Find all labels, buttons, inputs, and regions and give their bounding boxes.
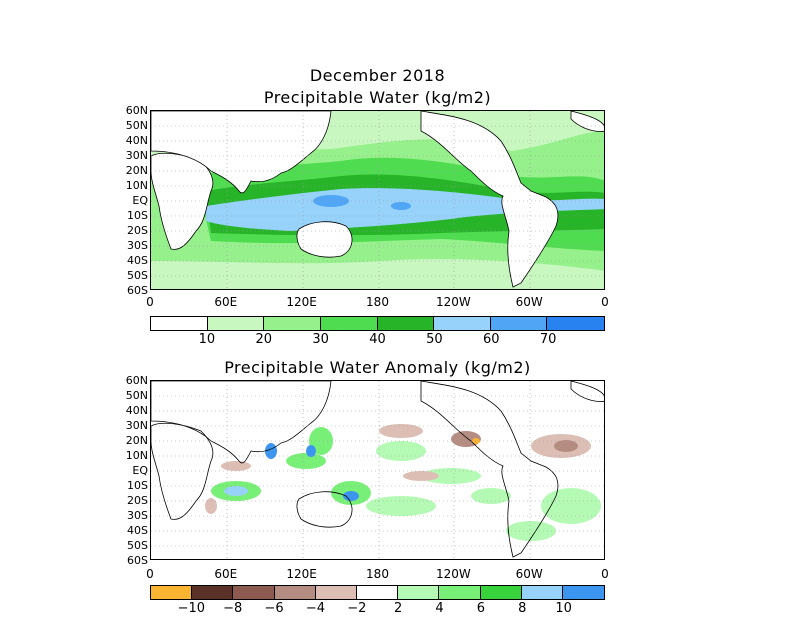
greenland-outline [570, 381, 604, 402]
colorbar-tick-label: 50 [426, 332, 443, 347]
colorbar-swatch [398, 586, 440, 599]
pw-60-70-spot [391, 202, 411, 210]
lat-tick-label: 40S [127, 524, 148, 537]
lat-tick-label: 20S [127, 494, 148, 507]
top-colorbar [150, 316, 605, 331]
lon-tick-label: 180 [366, 295, 389, 309]
top-title-line2: Precipitable Water (kg/m2) [263, 88, 492, 107]
colorbar-tick-label: −4 [305, 601, 326, 616]
lon-tick-label: 60E [214, 295, 238, 309]
africa-outline [151, 422, 214, 520]
colorbar-tick-label: 70 [539, 332, 557, 347]
lat-tick-label: 60S [127, 554, 148, 567]
lat-tick-label: 20N [125, 434, 148, 447]
colorbar-tick-label: 6 [476, 601, 486, 616]
colorbar-swatch [490, 317, 548, 330]
bottom-map-svg [151, 381, 604, 559]
lat-tick-label: 50N [125, 119, 148, 132]
lat-tick-label: 40S [127, 254, 148, 267]
lat-tick-label: 60S [127, 284, 148, 297]
lat-tick-label: 40N [125, 404, 148, 417]
lon-tick-label: 0 [146, 567, 154, 581]
colorbar-tick-label: 10 [198, 332, 216, 347]
top-precipitable-water-map [150, 110, 605, 290]
lat-tick-label: 30N [125, 149, 148, 162]
colorbar-swatch [434, 317, 491, 330]
greenland-land [570, 111, 604, 132]
colorbar-tick-label: 40 [369, 332, 386, 347]
lat-tick-label: 20S [127, 224, 148, 237]
colorbar-swatch [274, 586, 316, 599]
colorbar-swatch [521, 586, 563, 599]
colorbar-swatch [151, 317, 208, 330]
colorbar-swatch [547, 317, 604, 330]
lat-tick-label: 50S [127, 269, 148, 282]
colorbar-swatch [377, 317, 435, 330]
bottom-anomaly-map [150, 380, 605, 560]
colorbar-swatch [264, 317, 321, 330]
lon-tick-label: 0 [601, 295, 609, 309]
lat-tick-label: 60N [125, 104, 148, 117]
colorbar-tick-label: 2 [394, 601, 403, 616]
colorbar-swatch [320, 317, 378, 330]
lon-tick-label: 120W [435, 295, 471, 309]
lat-tick-label: EQ [132, 464, 148, 477]
lon-tick-label: 60W [515, 567, 543, 581]
lat-tick-label: 40N [125, 134, 148, 147]
colorbar-swatch [480, 586, 522, 599]
lat-tick-label: 50S [127, 539, 148, 552]
colorbar-tick-label: 20 [255, 332, 273, 347]
lat-tick-label: 10N [125, 179, 148, 192]
colorbar-tick-label: 60 [482, 332, 500, 347]
lat-tick-label: 10N [125, 449, 148, 462]
lat-tick-label: EQ [132, 194, 148, 207]
colorbar-tick-label: 4 [435, 601, 444, 616]
colorbar-swatch [192, 586, 234, 599]
top-map-svg [151, 111, 604, 289]
colorbar-swatch [207, 317, 265, 330]
australia-outline [296, 491, 353, 528]
colorbar-tick-label: 10 [555, 601, 572, 616]
anomaly-positive-patches [211, 427, 601, 541]
lat-tick-label: 30S [127, 239, 148, 252]
lat-tick-label: 30S [127, 509, 148, 522]
lat-tick-label: 20N [125, 164, 148, 177]
lat-tick-label: 50N [125, 389, 148, 402]
lon-tick-label: 120W [435, 567, 471, 581]
colorbar-swatch [356, 586, 399, 599]
lon-tick-label: 0 [601, 567, 609, 581]
australia-land [296, 221, 353, 258]
colorbar-tick-label: 30 [312, 332, 329, 347]
top-title-line1: December 2018 [309, 66, 446, 85]
lon-tick-label: 60W [515, 295, 543, 309]
colorbar-tick-label: 8 [518, 601, 527, 616]
colorbar-tick-label: −10 [177, 601, 206, 616]
eurasia-land [151, 111, 332, 194]
colorbar-swatch [151, 586, 193, 599]
lon-tick-label: 180 [366, 567, 389, 581]
lat-tick-label: 10S [127, 479, 148, 492]
colorbar-tick-label: −8 [223, 601, 243, 616]
colorbar-tick-label: −2 [347, 601, 367, 616]
americas-land [420, 111, 559, 288]
colorbar-swatch [439, 586, 481, 599]
colorbar-swatch [562, 586, 605, 599]
americas-outline [420, 381, 559, 558]
lon-tick-label: 60E [214, 567, 238, 581]
eurasia-outline [151, 381, 332, 464]
lat-tick-label: 30N [125, 419, 148, 432]
colorbar-swatch [233, 586, 275, 599]
colorbar-swatch [315, 586, 357, 599]
bottom-title: Precipitable Water Anomaly (kg/m2) [224, 358, 531, 377]
lon-tick-label: 120E [286, 567, 317, 581]
lon-tick-label: 120E [286, 295, 317, 309]
lat-tick-label: 10S [127, 209, 148, 222]
bottom-colorbar [150, 585, 605, 600]
lat-tick-label: 60N [125, 374, 148, 387]
colorbar-tick-label: −6 [264, 601, 284, 616]
lon-tick-label: 0 [146, 295, 154, 309]
